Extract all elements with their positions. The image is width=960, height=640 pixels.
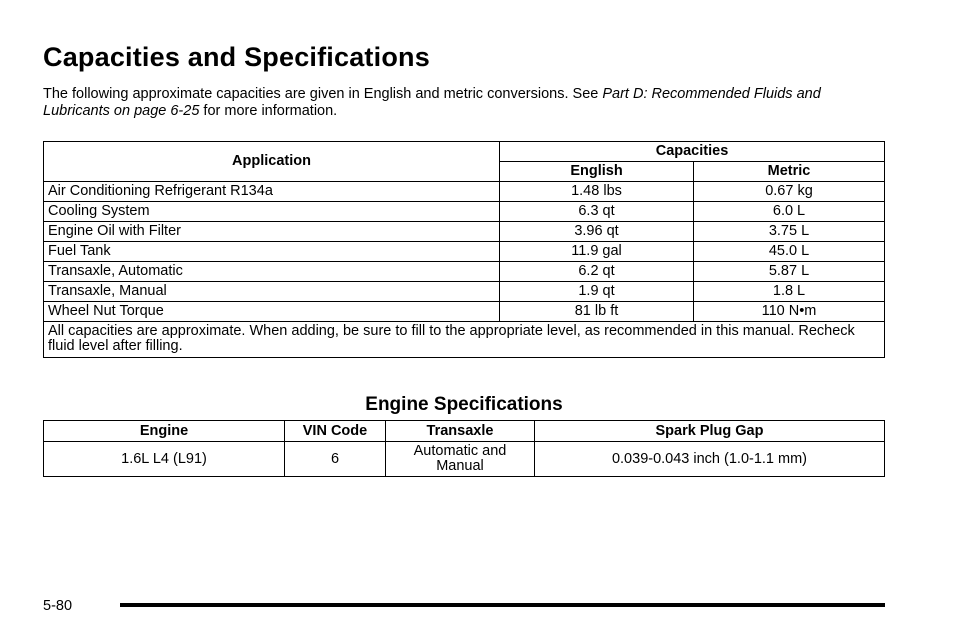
metric-cell: 5.87 L bbox=[693, 261, 885, 282]
table-row: Transaxle, Manual 1.9 qt 1.8 L bbox=[43, 281, 885, 302]
english-cell: 3.96 qt bbox=[499, 221, 694, 242]
english-cell: 6.3 qt bbox=[499, 201, 694, 222]
table-row: 1.6L L4 (L91) 6 Automatic and Manual 0.0… bbox=[43, 441, 885, 477]
english-cell: 6.2 qt bbox=[499, 261, 694, 282]
vin-code-cell: 6 bbox=[284, 441, 386, 477]
application-cell: Engine Oil with Filter bbox=[43, 221, 500, 242]
table-row: Transaxle, Automatic 6.2 qt 5.87 L bbox=[43, 261, 885, 282]
metric-cell: 0.67 kg bbox=[693, 181, 885, 202]
application-cell: Fuel Tank bbox=[43, 241, 500, 262]
footer-rule bbox=[120, 603, 885, 607]
table-note-row: All capacities are approximate. When add… bbox=[43, 321, 885, 358]
capacities-table: Application Capacities English Metric Ai… bbox=[43, 141, 885, 358]
header-capacities: Capacities bbox=[499, 141, 885, 162]
metric-cell: 110 N•m bbox=[693, 301, 885, 322]
header-vin-code: VIN Code bbox=[284, 420, 386, 442]
intro-text-after: for more information. bbox=[199, 103, 338, 119]
english-cell: 11.9 gal bbox=[499, 241, 694, 262]
header-transaxle: Transaxle bbox=[385, 420, 535, 442]
page-title: Capacities and Specifications bbox=[43, 42, 430, 72]
table-row: Cooling System 6.3 qt 6.0 L bbox=[43, 201, 885, 222]
application-cell: Transaxle, Manual bbox=[43, 281, 500, 302]
english-cell: 1.48 lbs bbox=[499, 181, 694, 202]
english-cell: 1.9 qt bbox=[499, 281, 694, 302]
transaxle-cell: Automatic and Manual bbox=[385, 441, 535, 477]
header-spark-plug-gap: Spark Plug Gap bbox=[534, 420, 885, 442]
engine-section-title: Engine Specifications bbox=[365, 394, 563, 415]
table-row: Engine Oil with Filter 3.96 qt 3.75 L bbox=[43, 221, 885, 242]
spark-plug-gap-cell: 0.039-0.043 inch (1.0-1.1 mm) bbox=[534, 441, 885, 477]
english-cell: 81 lb ft bbox=[499, 301, 694, 322]
engine-cell: 1.6L L4 (L91) bbox=[43, 441, 285, 477]
capacities-note: All capacities are approximate. When add… bbox=[43, 321, 885, 358]
intro-text-before: The following approximate capacities are… bbox=[43, 86, 603, 102]
metric-cell: 3.75 L bbox=[693, 221, 885, 242]
table-row: Wheel Nut Torque 81 lb ft 110 N•m bbox=[43, 301, 885, 322]
application-cell: Wheel Nut Torque bbox=[43, 301, 500, 322]
intro-paragraph: The following approximate capacities are… bbox=[43, 86, 885, 120]
metric-cell: 1.8 L bbox=[693, 281, 885, 302]
intro-cross-reference: Part D: Recommended Fluids and Lubricant… bbox=[43, 86, 821, 119]
table-row: Fuel Tank 11.9 gal 45.0 L bbox=[43, 241, 885, 262]
header-application: Application bbox=[43, 141, 500, 182]
page-number: 5-80 bbox=[43, 598, 73, 614]
application-cell: Transaxle, Automatic bbox=[43, 261, 500, 282]
table-row: Air Conditioning Refrigerant R134a 1.48 … bbox=[43, 181, 885, 202]
header-engine: Engine bbox=[43, 420, 285, 442]
metric-cell: 45.0 L bbox=[693, 241, 885, 262]
application-cell: Cooling System bbox=[43, 201, 500, 222]
metric-cell: 6.0 L bbox=[693, 201, 885, 222]
application-cell: Air Conditioning Refrigerant R134a bbox=[43, 181, 500, 202]
engine-specifications-table: Engine VIN Code Transaxle Spark Plug Gap… bbox=[43, 420, 885, 477]
header-english: English bbox=[499, 161, 694, 182]
header-metric: Metric bbox=[693, 161, 885, 182]
